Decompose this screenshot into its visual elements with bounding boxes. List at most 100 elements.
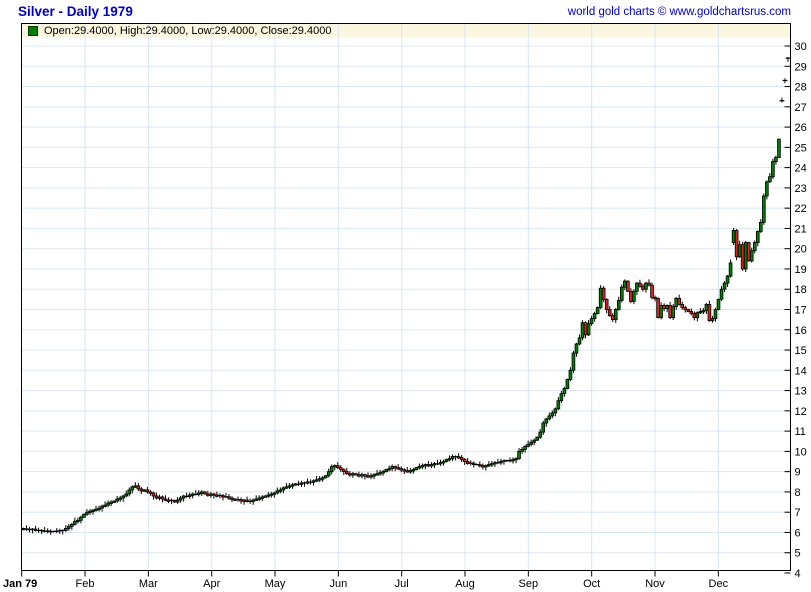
candle-up bbox=[142, 489, 147, 492]
candle-down bbox=[203, 491, 207, 495]
candle-up bbox=[130, 486, 135, 491]
candle-down bbox=[154, 495, 159, 499]
candle-up bbox=[88, 510, 92, 513]
y-axis-label: 22 bbox=[795, 203, 807, 215]
x-axis-label: Sep bbox=[519, 578, 539, 590]
candle-up bbox=[532, 439, 536, 443]
candle-up bbox=[381, 471, 385, 474]
candle-up bbox=[157, 496, 162, 499]
candle-up bbox=[698, 311, 703, 314]
candle-up bbox=[544, 418, 549, 424]
candle-up bbox=[351, 473, 355, 476]
candle-down bbox=[647, 282, 651, 286]
candle-down bbox=[601, 287, 606, 300]
y-axis-label: 5 bbox=[795, 548, 801, 560]
candle-up bbox=[429, 464, 434, 467]
candle-up bbox=[91, 509, 95, 512]
y-axis-label: 13 bbox=[795, 386, 807, 398]
candle-up bbox=[423, 464, 428, 467]
candle-up bbox=[109, 501, 113, 504]
candle-up bbox=[378, 472, 382, 475]
candle-up bbox=[743, 242, 748, 270]
y-axis-label: 30 bbox=[795, 41, 807, 53]
candle-up bbox=[79, 516, 83, 521]
candle-up bbox=[595, 307, 600, 314]
ohlc-legend: Open:29.4000, High:29.4000, Low:29.4000,… bbox=[23, 24, 794, 37]
candle-up bbox=[257, 497, 261, 500]
candle-up bbox=[768, 176, 772, 183]
candle-up bbox=[553, 408, 558, 414]
candle-down bbox=[604, 298, 609, 310]
candle-up bbox=[632, 290, 636, 302]
candle-up bbox=[659, 305, 663, 319]
candle-up bbox=[589, 318, 594, 325]
candle-down bbox=[396, 467, 400, 470]
candle-up bbox=[571, 352, 576, 371]
candle-up bbox=[178, 497, 183, 501]
y-axis-label: 29 bbox=[795, 61, 807, 73]
candle-down bbox=[426, 464, 431, 467]
candle-down bbox=[626, 280, 630, 292]
candle-up bbox=[765, 181, 769, 197]
candle-up bbox=[408, 470, 413, 473]
candle-up bbox=[695, 312, 700, 319]
candle-up bbox=[623, 280, 627, 288]
candle-up bbox=[438, 462, 443, 465]
y-axis-label: 11 bbox=[795, 426, 806, 438]
y-axis-label: 14 bbox=[795, 365, 807, 377]
candle-down bbox=[348, 473, 352, 476]
candle-up bbox=[360, 474, 364, 477]
candle-down bbox=[686, 309, 691, 312]
candle-down bbox=[345, 471, 349, 475]
candle-up bbox=[275, 490, 280, 494]
candle-up bbox=[199, 491, 204, 494]
candle-down bbox=[692, 313, 697, 319]
y-axis-label: 23 bbox=[795, 183, 807, 195]
candle-down bbox=[245, 499, 249, 502]
candle-down bbox=[610, 315, 615, 321]
y-axis-label: 10 bbox=[795, 446, 807, 458]
candle-up bbox=[716, 298, 721, 310]
candle-up bbox=[103, 504, 107, 507]
candle-up bbox=[450, 456, 455, 459]
candle-down bbox=[148, 491, 153, 494]
candle-down bbox=[145, 489, 150, 493]
y-axis-label: 4 bbox=[795, 568, 801, 580]
candle-down bbox=[662, 305, 666, 309]
candle-down bbox=[629, 290, 633, 302]
candle-up bbox=[97, 507, 101, 510]
candle-up bbox=[731, 230, 736, 244]
y-axis-label: 27 bbox=[795, 102, 807, 114]
candle-up bbox=[541, 422, 546, 433]
candle-up bbox=[713, 309, 718, 320]
candle-down bbox=[462, 459, 467, 462]
candle-up bbox=[737, 244, 742, 258]
candle-up bbox=[725, 275, 730, 284]
candle-down bbox=[656, 297, 660, 319]
candle-down bbox=[212, 493, 216, 496]
x-axis-label: Oct bbox=[583, 578, 600, 590]
candle-up bbox=[384, 469, 388, 473]
candle-up bbox=[196, 492, 201, 495]
x-axis-label: Nov bbox=[645, 578, 665, 590]
x-axis-label: May bbox=[265, 578, 286, 590]
candle-up bbox=[118, 497, 122, 500]
candle-up bbox=[390, 466, 394, 470]
candle-up bbox=[181, 495, 186, 499]
candle-down bbox=[335, 465, 340, 469]
copyright-link[interactable]: world gold charts © www.goldchartsrus.co… bbox=[567, 6, 791, 18]
legend-strip-bg bbox=[21, 23, 791, 38]
candle-up bbox=[752, 242, 757, 252]
candle-up bbox=[82, 513, 86, 518]
candle-down bbox=[583, 322, 588, 336]
candle-up bbox=[332, 465, 337, 468]
candle-up bbox=[586, 323, 591, 336]
candle-down bbox=[402, 469, 407, 472]
candle-up bbox=[320, 477, 325, 480]
y-axis-label: 19 bbox=[795, 264, 807, 276]
candle-up bbox=[441, 461, 446, 464]
candle-up bbox=[511, 459, 515, 462]
candle-up bbox=[774, 157, 778, 162]
